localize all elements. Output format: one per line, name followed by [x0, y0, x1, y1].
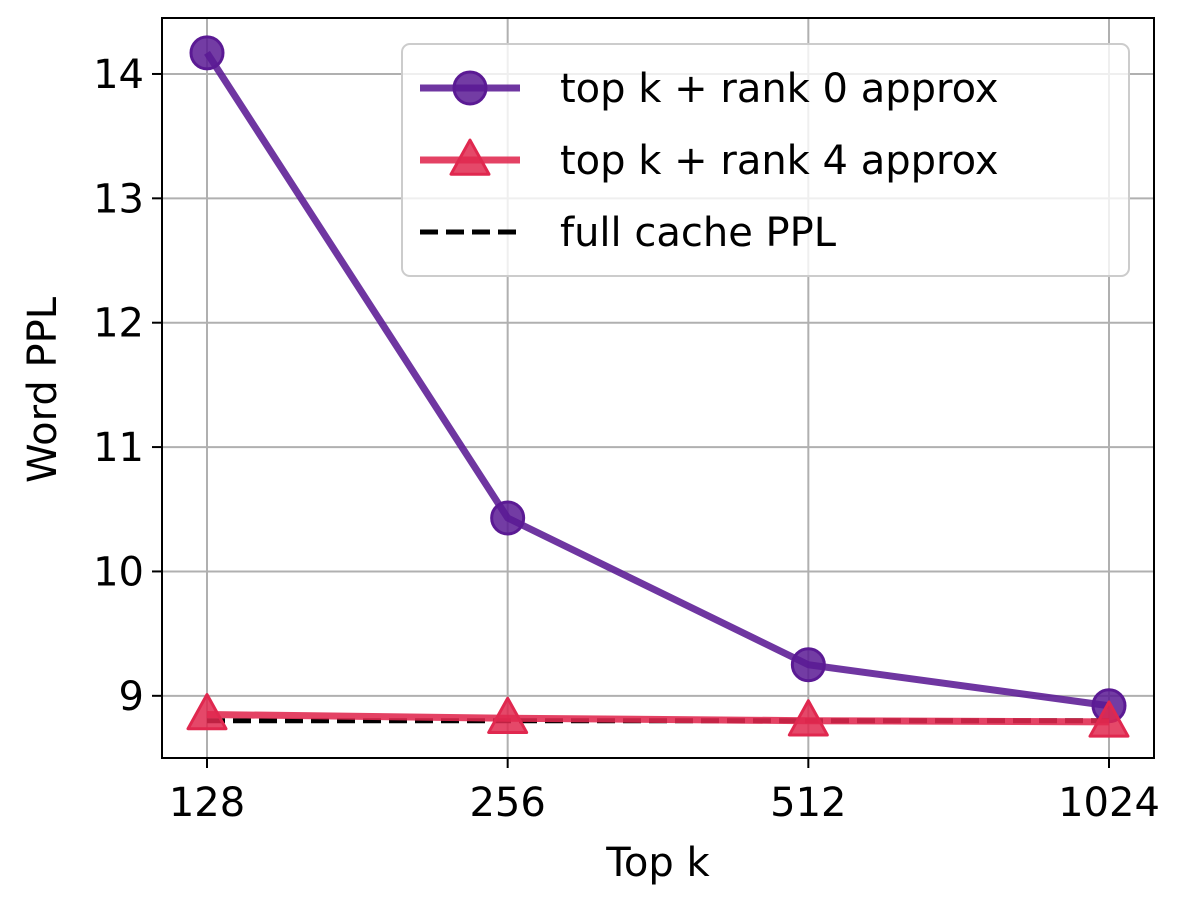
legend-label: full cache PPL	[560, 210, 837, 256]
data-point	[1088, 700, 1130, 738]
legend-box	[401, 43, 1130, 277]
y-tick-label: 9	[119, 674, 144, 720]
y-tick-label: 10	[93, 549, 144, 595]
y-tick-label: 14	[93, 52, 144, 98]
legend-marker	[449, 138, 491, 176]
legend-item: top k + rank 4 approx	[420, 138, 999, 184]
y-tick-label: 12	[93, 301, 144, 347]
data-point	[189, 35, 225, 71]
data-point	[487, 696, 529, 734]
y-axis-label: Word PPL	[20, 296, 66, 483]
series-line	[204, 50, 1110, 710]
data-point	[186, 693, 228, 731]
plot-area	[186, 35, 1130, 738]
plot-frame	[161, 17, 1155, 759]
series-2	[186, 693, 1130, 738]
axis-ticks: 128 256 512 1024 9 10 11 12 13 14	[93, 52, 1160, 826]
data-point	[790, 647, 826, 683]
data-point	[787, 699, 829, 737]
legend-label: top k + rank 4 approx	[560, 138, 999, 184]
x-tick-label: 512	[770, 780, 846, 826]
series-line	[206, 710, 1110, 726]
data-point	[490, 500, 526, 536]
x-tick-label: 256	[469, 780, 545, 826]
x-tick-label: 128	[169, 780, 245, 826]
legend: top k + rank 0 approx top k + rank 4 appr…	[401, 43, 1130, 277]
legend-item: top k + rank 0 approx	[420, 66, 999, 112]
y-tick-label: 11	[93, 425, 144, 471]
y-tick-label: 13	[93, 176, 144, 222]
x-axis-label: Top k	[605, 840, 710, 886]
legend-marker	[452, 70, 488, 106]
legend-label: top k + rank 0 approx	[560, 66, 999, 112]
x-tick-label: 1024	[1058, 780, 1160, 826]
legend-item: full cache PPL	[420, 210, 837, 256]
